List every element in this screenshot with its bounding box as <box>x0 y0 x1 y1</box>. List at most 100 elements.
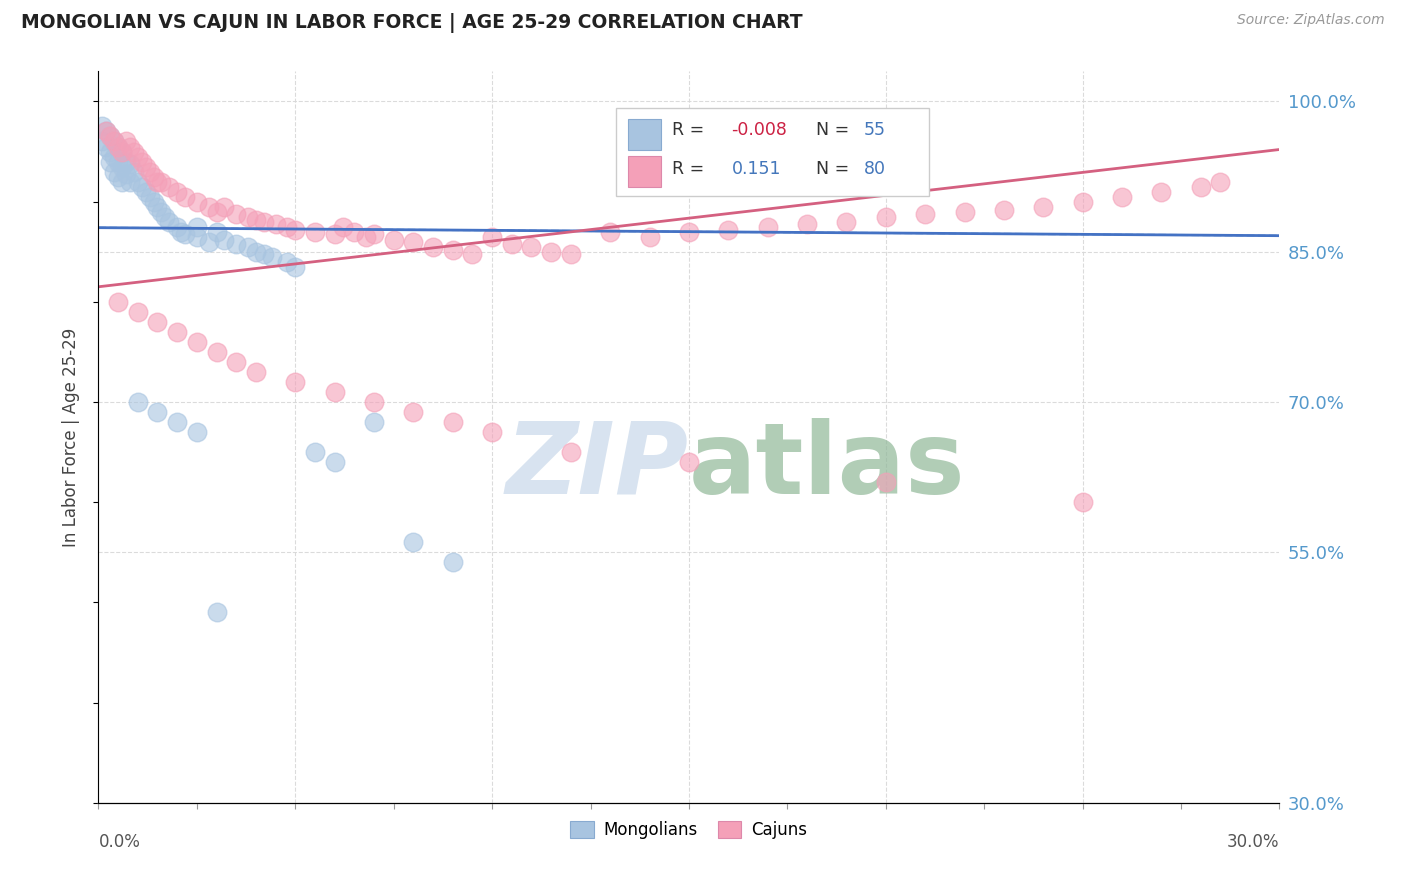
Point <box>118 156 141 170</box>
Point <box>122 164 145 178</box>
Text: R =: R = <box>672 121 704 139</box>
Text: R =: R = <box>672 161 704 178</box>
Point <box>115 135 138 149</box>
Point <box>253 214 276 228</box>
Point <box>441 415 464 429</box>
Point <box>186 229 208 244</box>
Point <box>166 325 188 339</box>
Point <box>796 217 818 231</box>
Point <box>245 212 267 227</box>
Point <box>461 246 484 260</box>
Point <box>155 210 177 224</box>
Point <box>115 167 138 181</box>
Point <box>111 175 134 189</box>
Point <box>146 315 169 329</box>
Point <box>363 227 385 241</box>
Point <box>214 200 236 214</box>
Point <box>166 185 188 199</box>
Point <box>236 240 259 254</box>
FancyBboxPatch shape <box>616 108 929 195</box>
Point <box>111 160 134 174</box>
Point <box>135 185 157 199</box>
Point <box>107 169 129 184</box>
Point <box>103 164 125 178</box>
Point <box>111 145 134 159</box>
Point <box>560 246 582 260</box>
Point <box>1071 495 1094 509</box>
Point <box>127 175 149 189</box>
Point <box>1189 179 1212 194</box>
Point <box>914 207 936 221</box>
Point <box>98 129 121 144</box>
Point <box>197 235 219 249</box>
Point <box>245 365 267 379</box>
Point <box>993 202 1015 217</box>
Point <box>1071 194 1094 209</box>
Point <box>127 149 149 163</box>
Point <box>103 149 125 163</box>
Point <box>225 355 247 369</box>
Point <box>1111 189 1133 203</box>
Text: 0.151: 0.151 <box>731 161 780 178</box>
Point <box>225 207 247 221</box>
Text: atlas: atlas <box>689 417 966 515</box>
Point <box>186 425 208 439</box>
Point <box>501 236 523 251</box>
Text: 30.0%: 30.0% <box>1227 833 1279 851</box>
Point <box>1150 185 1173 199</box>
Text: 0.0%: 0.0% <box>98 833 141 851</box>
Point <box>146 405 169 419</box>
Text: -0.008: -0.008 <box>731 121 787 139</box>
Point <box>422 240 444 254</box>
Point <box>166 219 188 234</box>
Point <box>264 217 287 231</box>
Point <box>363 395 385 409</box>
FancyBboxPatch shape <box>627 156 661 187</box>
Point <box>441 555 464 569</box>
Point <box>304 445 326 459</box>
Point <box>205 204 228 219</box>
Y-axis label: In Labor Force | Age 25-29: In Labor Force | Age 25-29 <box>62 327 80 547</box>
Legend: Mongolians, Cajuns: Mongolians, Cajuns <box>564 814 814 846</box>
Point <box>276 219 298 234</box>
Point <box>953 204 976 219</box>
Point <box>103 135 125 149</box>
Point <box>146 175 169 189</box>
Point <box>481 229 503 244</box>
Point <box>91 120 114 134</box>
Point <box>875 210 897 224</box>
Text: N =: N = <box>817 121 849 139</box>
Point <box>186 194 208 209</box>
Point <box>402 235 425 249</box>
Point <box>138 189 160 203</box>
Point <box>323 455 346 469</box>
Point <box>118 175 141 189</box>
Point <box>323 227 346 241</box>
Text: ZIP: ZIP <box>506 417 689 515</box>
Text: 55: 55 <box>863 121 886 139</box>
Point <box>599 225 621 239</box>
Point <box>225 236 247 251</box>
Text: Source: ZipAtlas.com: Source: ZipAtlas.com <box>1237 13 1385 28</box>
Point <box>157 179 180 194</box>
Point <box>1032 200 1054 214</box>
Point <box>245 244 267 259</box>
Point <box>107 139 129 153</box>
Point <box>284 375 307 389</box>
Point <box>96 124 118 138</box>
Point <box>284 222 307 236</box>
Point <box>197 200 219 214</box>
Point <box>98 145 121 159</box>
Point <box>382 233 405 247</box>
Point <box>170 225 193 239</box>
Point <box>115 154 138 169</box>
Point <box>142 169 165 184</box>
Point <box>98 129 121 144</box>
Point <box>638 229 661 244</box>
Point <box>481 425 503 439</box>
Point <box>142 194 165 209</box>
Text: N =: N = <box>817 161 849 178</box>
Point <box>127 305 149 319</box>
Point <box>174 227 197 241</box>
Point <box>343 225 366 239</box>
